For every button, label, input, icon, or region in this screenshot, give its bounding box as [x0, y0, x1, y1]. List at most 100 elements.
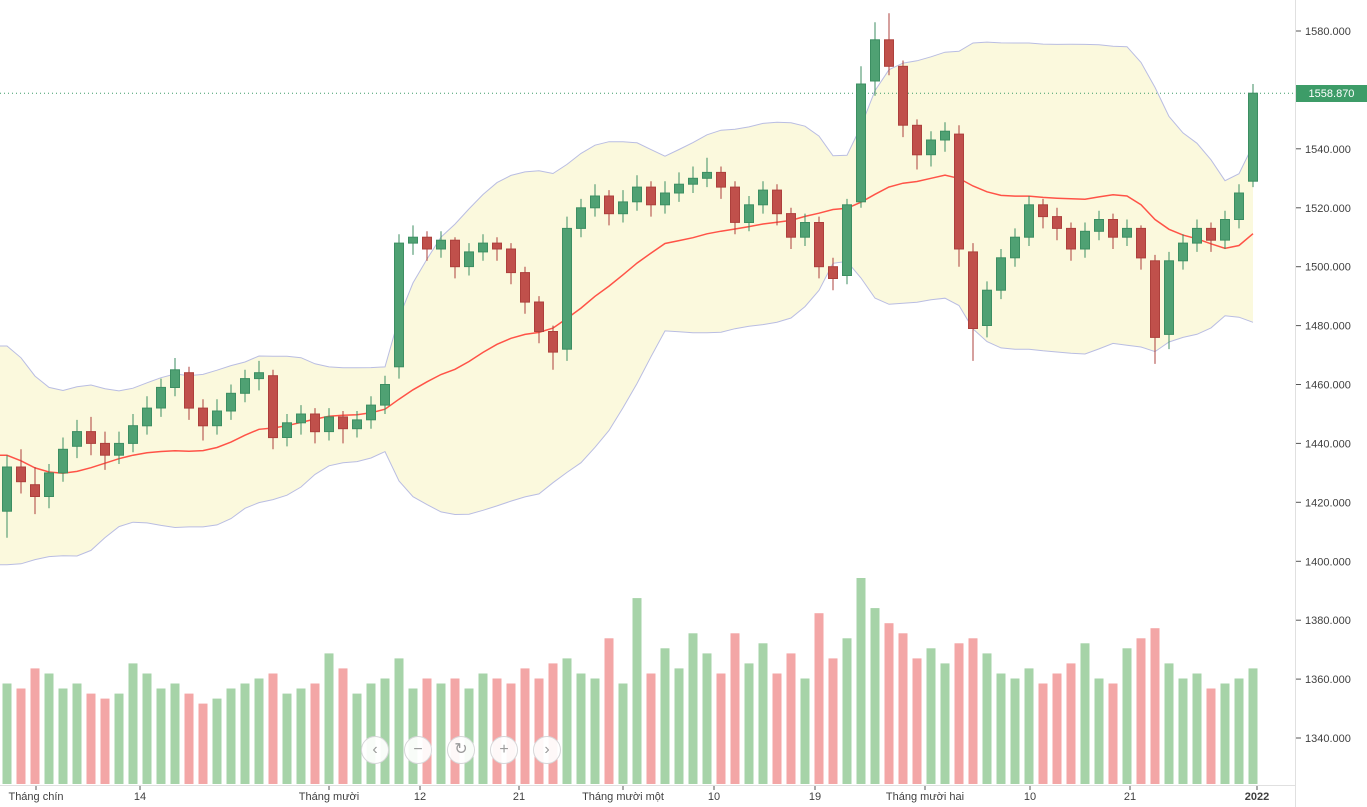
volume-bar: [100, 698, 110, 784]
candle-body: [380, 384, 390, 406]
volume-bar: [142, 673, 152, 784]
volume-bar: [296, 688, 306, 784]
volume-bar: [828, 658, 838, 784]
zoom-in-button[interactable]: +: [490, 736, 518, 764]
time-axis-label: 21: [513, 791, 525, 803]
price-axis-drag-area[interactable]: [1296, 0, 1367, 785]
candle-body: [786, 213, 796, 238]
candle-body: [296, 413, 306, 424]
candle-body: [1010, 236, 1020, 259]
candle-body: [352, 419, 362, 430]
volume-bar: [1094, 678, 1104, 784]
time-axis-label: 19: [809, 791, 821, 803]
volume-bar: [562, 658, 572, 784]
volume-bar: [324, 653, 334, 784]
candle-body: [954, 133, 964, 250]
candle-body: [1052, 216, 1062, 229]
volume-bar: [1248, 668, 1258, 784]
volume-bar: [1164, 663, 1174, 784]
candle-body: [828, 266, 838, 280]
candle-body: [1038, 204, 1048, 218]
volume-bar: [940, 663, 950, 784]
time-axis-label: 2022: [1245, 791, 1269, 803]
volume-bar: [72, 683, 82, 784]
volume-bar: [226, 688, 236, 784]
volume-bar: [240, 683, 250, 784]
candle-body: [198, 407, 208, 427]
candle-body: [114, 442, 124, 456]
volume-bar: [898, 633, 908, 784]
volume-bar: [1080, 643, 1090, 784]
pan-left-button[interactable]: ‹: [361, 736, 389, 764]
volume-bar: [198, 703, 208, 784]
volume-bar: [254, 678, 264, 784]
price-tick-label: 1580.000: [1305, 26, 1351, 38]
candle-body: [30, 484, 40, 498]
volume-bar: [1108, 683, 1118, 784]
price-tick-label: 1480.000: [1305, 321, 1351, 333]
volume-bar: [954, 643, 964, 784]
candle-body: [730, 186, 740, 223]
candle-body: [646, 186, 656, 206]
candle-body: [450, 239, 460, 268]
candle-body: [492, 242, 502, 250]
candle-body: [1150, 260, 1160, 338]
price-tick-label: 1340.000: [1305, 733, 1351, 745]
pan-right-button[interactable]: ›: [533, 736, 561, 764]
volume-bar: [982, 653, 992, 784]
candle-body: [534, 301, 544, 332]
volume-bar: [912, 658, 922, 784]
candle-body: [1080, 230, 1090, 250]
volume-bar: [772, 673, 782, 784]
volume-bar: [604, 638, 614, 784]
price-tick-label: 1360.000: [1305, 674, 1351, 686]
time-axis-label: Tháng mười một: [582, 791, 664, 803]
candle-body: [58, 448, 68, 474]
candle-body: [632, 186, 642, 203]
volume-bar: [394, 658, 404, 784]
volume-bar: [1150, 628, 1160, 784]
price-tick-label: 1440.000: [1305, 438, 1351, 450]
volume-bar: [758, 643, 768, 784]
volume-bar: [58, 688, 68, 784]
volume-bar: [184, 693, 194, 784]
candle-body: [72, 431, 82, 447]
volume-bar: [352, 693, 362, 784]
candle-body: [464, 251, 474, 268]
volume-bar: [86, 693, 96, 784]
volume-bar: [1052, 673, 1062, 784]
volume-bar: [618, 683, 628, 784]
candle-body: [688, 177, 698, 185]
candle-body: [842, 204, 852, 276]
volume-bar: [674, 668, 684, 784]
candle-body: [996, 257, 1006, 291]
volume-bar: [590, 678, 600, 784]
time-axis-label: 12: [414, 791, 426, 803]
candle-body: [562, 227, 572, 350]
time-axis-label: Tháng mười: [299, 791, 359, 803]
time-axis-label: Tháng chín: [8, 791, 63, 803]
candle-body: [1108, 219, 1118, 238]
candle-body: [86, 431, 96, 444]
candle-body: [240, 378, 250, 394]
candle-body: [254, 372, 264, 380]
candle-body: [44, 472, 54, 497]
candle-body: [156, 386, 166, 409]
zoom-out-button[interactable]: −: [404, 736, 432, 764]
volume-bar: [1234, 678, 1244, 784]
candle-body: [142, 407, 152, 427]
bollinger-upper-band-line: [0, 41, 1254, 392]
candle-body: [324, 416, 334, 433]
volume-bar: [702, 653, 712, 784]
volume-bar: [1136, 638, 1146, 784]
candle-body: [590, 195, 600, 209]
price-tick-label: 1520.000: [1305, 203, 1351, 215]
time-axis-drag-area[interactable]: [0, 786, 1295, 807]
volume-bar: [212, 698, 222, 784]
candle-body: [478, 242, 488, 253]
reset-view-button[interactable]: ↻: [447, 736, 475, 764]
candle-body: [16, 466, 26, 483]
price-tick-label: 1540.000: [1305, 144, 1351, 156]
time-axis-label: 10: [1024, 791, 1036, 803]
